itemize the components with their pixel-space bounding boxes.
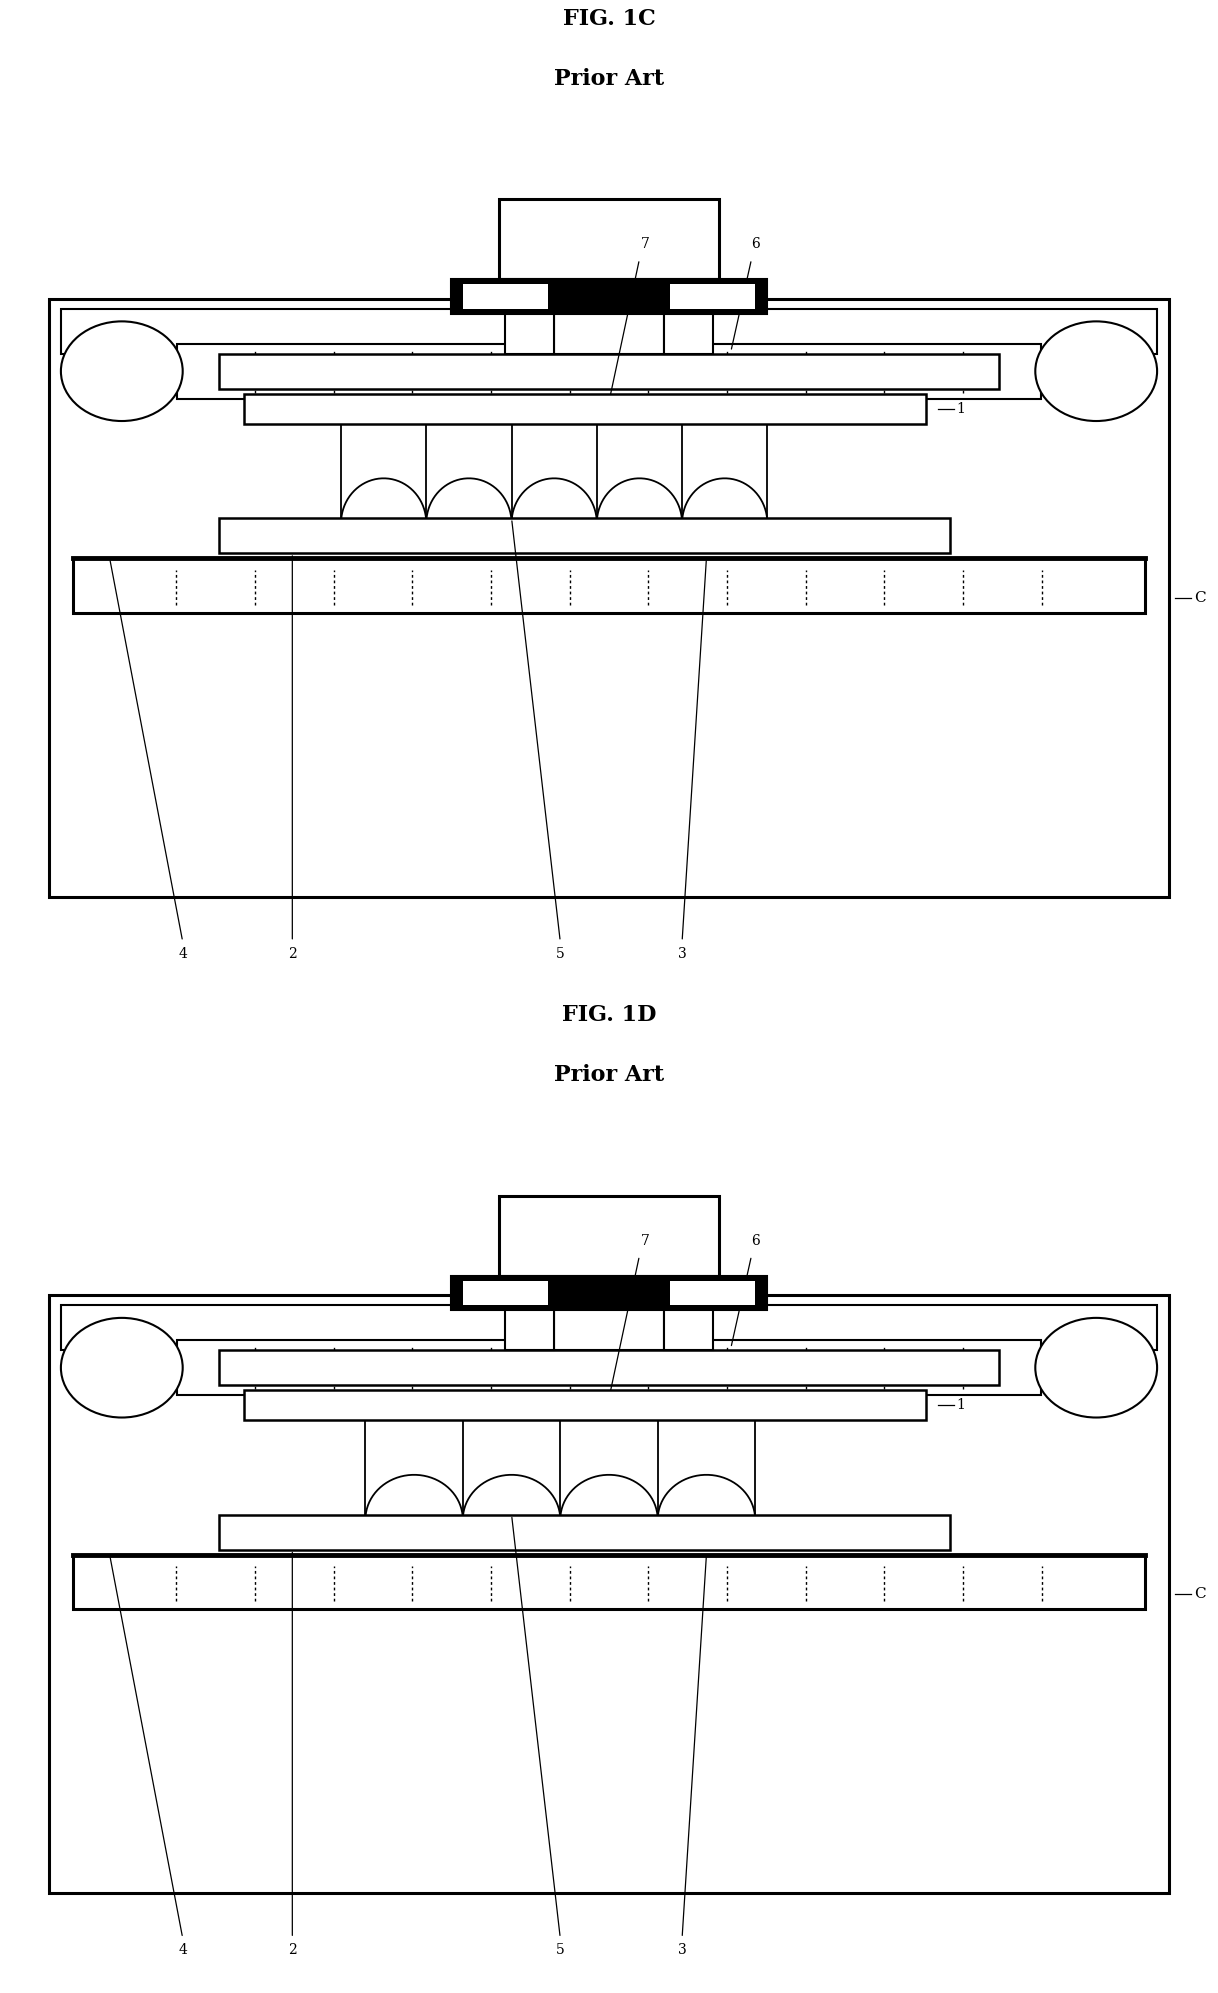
Bar [219, 1351, 999, 1385]
Bar [554, 315, 664, 355]
Bar [554, 1311, 664, 1351]
Bar [670, 1281, 755, 1305]
Circle shape [1035, 321, 1157, 421]
Bar [451, 279, 767, 315]
Bar [61, 1305, 1157, 1351]
Bar [49, 1295, 1169, 1893]
Text: 2: 2 [287, 1943, 297, 1957]
Text: FIG. 1C: FIG. 1C [563, 8, 655, 30]
Circle shape [1035, 1317, 1157, 1417]
Bar [219, 1515, 950, 1551]
Text: 6: 6 [750, 1234, 760, 1248]
Bar [219, 355, 999, 389]
Circle shape [61, 321, 183, 421]
Bar [219, 518, 950, 554]
Text: 1: 1 [956, 1397, 965, 1413]
Circle shape [61, 1317, 183, 1417]
Bar [664, 1311, 713, 1351]
Text: Prior Art: Prior Art [554, 1064, 664, 1086]
Bar [451, 1276, 767, 1311]
Text: 4: 4 [178, 947, 188, 961]
Bar [505, 1311, 554, 1351]
Text: 5: 5 [555, 947, 565, 961]
Bar [670, 285, 755, 309]
Text: Prior Art: Prior Art [554, 68, 664, 90]
Bar [49, 299, 1169, 897]
Text: 3: 3 [677, 1943, 687, 1957]
Text: 6: 6 [750, 237, 760, 251]
Text: C: C [1194, 590, 1206, 606]
Bar [463, 285, 548, 309]
Bar [499, 199, 719, 279]
Text: C: C [1194, 1586, 1206, 1602]
Bar [244, 1391, 926, 1419]
Bar [61, 309, 1157, 355]
Text: 5: 5 [555, 1943, 565, 1957]
Bar [463, 1281, 548, 1305]
Text: 2: 2 [287, 947, 297, 961]
Text: 3: 3 [677, 947, 687, 961]
Bar [505, 315, 554, 355]
Text: FIG. 1D: FIG. 1D [561, 1004, 657, 1026]
Bar [73, 558, 1145, 614]
Bar [73, 1555, 1145, 1610]
Text: 7: 7 [641, 1234, 650, 1248]
Text: 1: 1 [956, 401, 965, 417]
Text: 7: 7 [641, 237, 650, 251]
Bar [499, 1196, 719, 1276]
Bar [177, 345, 1041, 399]
Text: 4: 4 [178, 1943, 188, 1957]
Bar [177, 1341, 1041, 1395]
Bar [664, 315, 713, 355]
Bar [244, 395, 926, 425]
